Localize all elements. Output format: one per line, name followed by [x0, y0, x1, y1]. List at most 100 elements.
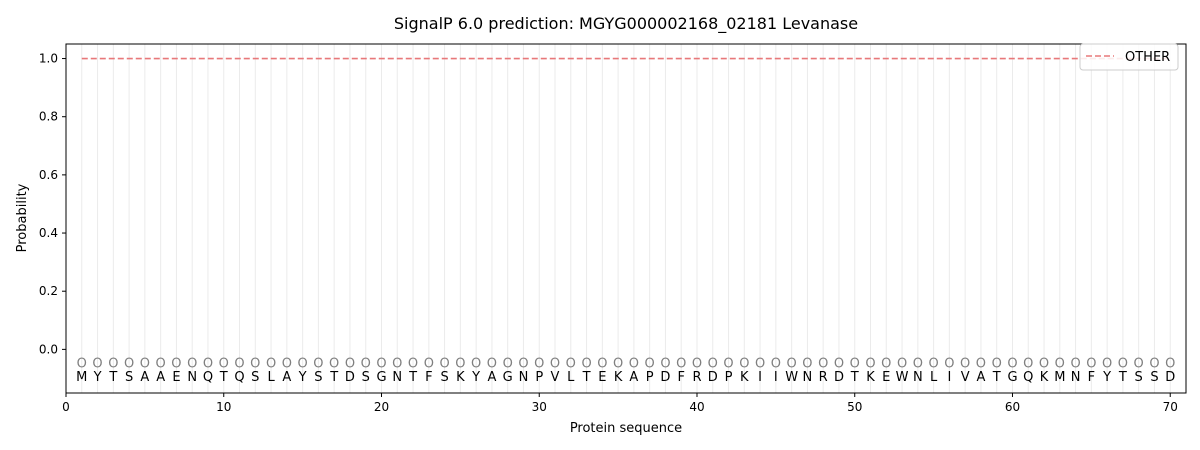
residue-marker-44: O — [755, 356, 765, 371]
residue-letter-52: E — [882, 370, 890, 385]
residue-letter-2: Y — [93, 370, 102, 385]
residue-marker-19: O — [361, 356, 371, 371]
residue-letter-70: D — [1165, 370, 1175, 385]
residue-letter-35: K — [614, 370, 623, 385]
residue-letter-51: K — [866, 370, 875, 385]
residue-letter-49: D — [834, 370, 844, 385]
residue-marker-59: O — [992, 356, 1002, 371]
residue-letter-53: W — [896, 370, 909, 385]
residue-marker-68: O — [1134, 356, 1144, 371]
residue-letter-69: S — [1150, 370, 1158, 385]
residue-marker-8: O — [187, 356, 197, 371]
residue-marker-56: O — [944, 356, 954, 371]
residue-marker-20: O — [376, 356, 386, 371]
y-tick-label-0.4: 0.4 — [39, 226, 58, 240]
residue-marker-49: O — [834, 356, 844, 371]
residue-letter-36: A — [629, 370, 638, 385]
residue-marker-7: O — [171, 356, 181, 371]
residue-marker-31: O — [550, 356, 560, 371]
residue-letter-23: F — [425, 370, 432, 385]
residue-letter-45: I — [774, 370, 778, 385]
residue-marker-15: O — [298, 356, 308, 371]
residue-letter-13: L — [267, 370, 275, 385]
residue-letter-41: D — [708, 370, 718, 385]
residue-marker-18: O — [345, 356, 355, 371]
y-tick-label-0.2: 0.2 — [39, 284, 58, 298]
residue-marker-67: O — [1118, 356, 1128, 371]
ticks: 0 10 20 30 40 50 60 70 0.0 0.2 0.4 0.6 0.8 1.0 — [39, 52, 1178, 414]
residue-marker-14: O — [282, 356, 292, 371]
residue-marker-60: O — [1007, 356, 1017, 371]
residue-marker-66: O — [1102, 356, 1112, 371]
residue-letter-64: N — [1071, 370, 1081, 385]
residue-letter-39: F — [677, 370, 684, 385]
residue-letter-5: A — [140, 370, 149, 385]
legend: OTHER — [1079, 43, 1179, 71]
residue-marker-62: O — [1039, 356, 1049, 371]
residue-marker-70: O — [1165, 356, 1175, 371]
y-axis-label: Probability — [15, 183, 30, 252]
residue-letter-11: Q — [234, 370, 244, 385]
residue-letter-44: I — [758, 370, 762, 385]
residue-marker-30: O — [534, 356, 544, 371]
x-tick-label-70: 70 — [1163, 400, 1178, 414]
residue-letter-60: G — [1007, 370, 1017, 385]
residue-marker-45: O — [771, 356, 781, 371]
residue-letter-56: I — [947, 370, 951, 385]
residue-marker-41: O — [708, 356, 718, 371]
x-tick-label-0: 0 — [62, 400, 70, 414]
residue-letter-37: P — [646, 370, 654, 385]
x-axis-label: Protein sequence — [570, 421, 682, 436]
residue-letter-43: K — [740, 370, 749, 385]
residue-marker-12: O — [250, 356, 260, 371]
residue-letter-33: T — [582, 370, 591, 385]
residue-letter-57: V — [961, 370, 970, 385]
residue-marker-26: O — [471, 356, 481, 371]
residue-markers: OMOYOTOSOAOAOEONOQOTOQOSOLOAOYOSOTODOSOG… — [76, 356, 1175, 385]
residue-letter-67: T — [1118, 370, 1127, 385]
residue-marker-58: O — [976, 356, 986, 371]
residue-marker-42: O — [723, 356, 733, 371]
residue-letter-17: T — [329, 370, 338, 385]
residue-letter-50: T — [850, 370, 859, 385]
residue-letter-55: L — [930, 370, 938, 385]
residue-marker-21: O — [392, 356, 402, 371]
residue-marker-32: O — [566, 356, 576, 371]
chart-title: SignalP 6.0 prediction: MGYG000002168_02… — [394, 14, 858, 34]
residue-marker-10: O — [219, 356, 229, 371]
residue-letter-19: S — [362, 370, 370, 385]
residue-letter-46: W — [785, 370, 798, 385]
residue-marker-23: O — [424, 356, 434, 371]
residue-marker-61: O — [1023, 356, 1033, 371]
residue-marker-51: O — [865, 356, 875, 371]
residue-marker-13: O — [266, 356, 276, 371]
residue-marker-5: O — [140, 356, 150, 371]
residue-letter-22: T — [408, 370, 417, 385]
residue-marker-43: O — [739, 356, 749, 371]
residue-letter-30: P — [535, 370, 543, 385]
residue-letter-6: A — [156, 370, 165, 385]
plot-frame — [65, 43, 1187, 394]
residue-marker-69: O — [1149, 356, 1159, 371]
residue-letter-42: P — [725, 370, 733, 385]
residue-marker-16: O — [313, 356, 323, 371]
residue-letter-40: R — [692, 370, 701, 385]
residue-letter-14: A — [282, 370, 291, 385]
residue-letter-66: Y — [1102, 370, 1111, 385]
x-tick-label-10: 10 — [216, 400, 231, 414]
residue-marker-54: O — [913, 356, 923, 371]
x-tick-label-40: 40 — [689, 400, 704, 414]
residue-marker-17: O — [329, 356, 339, 371]
residue-letter-31: V — [551, 370, 560, 385]
residue-letter-1: M — [76, 370, 87, 385]
residue-marker-35: O — [613, 356, 623, 371]
y-tick-label-0: 0.0 — [39, 342, 58, 356]
residue-letter-12: S — [251, 370, 259, 385]
residue-letter-32: L — [567, 370, 575, 385]
residue-marker-39: O — [676, 356, 686, 371]
residue-marker-47: O — [802, 356, 812, 371]
residue-marker-50: O — [850, 356, 860, 371]
residue-letter-47: N — [803, 370, 813, 385]
residue-letter-26: Y — [471, 370, 480, 385]
